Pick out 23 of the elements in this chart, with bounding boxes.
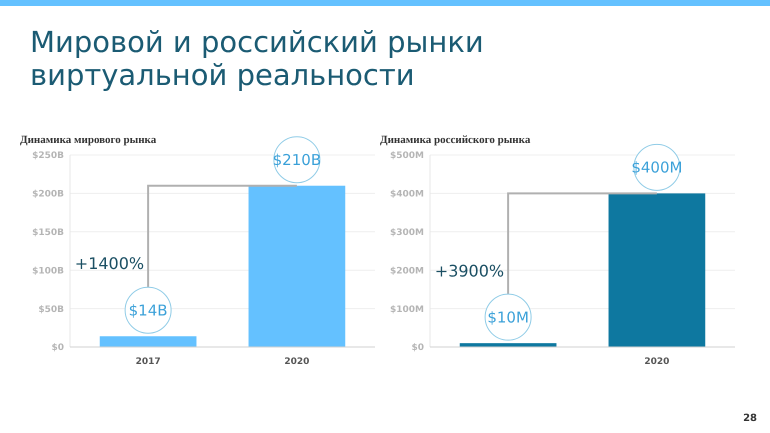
y-tick-label: $200M <box>390 266 424 276</box>
x-tick-label: 2020 <box>644 357 670 367</box>
y-tick-label: $150B <box>32 228 64 238</box>
chart-title: Динамика мирового рынка <box>20 134 157 146</box>
chart-title: Динамика российского рынка <box>380 134 531 146</box>
x-tick-label: 2017 <box>136 357 161 367</box>
y-tick-label: $300M <box>390 228 424 238</box>
y-tick-label: $500M <box>390 151 424 162</box>
annotation: +1400% <box>74 254 144 273</box>
data-label: $10M <box>487 308 529 326</box>
annotation: +3900% <box>434 261 504 280</box>
y-tick-label: $100B <box>32 266 64 276</box>
y-tick-label: $50B <box>38 304 64 315</box>
y-tick-label: $200B <box>32 190 64 200</box>
text: 28 <box>743 413 758 424</box>
x-tick-label: 2020 <box>284 357 310 367</box>
y-tick-label: $250B <box>32 151 64 162</box>
y-tick-label: $0 <box>411 343 424 354</box>
y-tick-label: $0 <box>51 343 64 354</box>
y-tick-label: $400M <box>390 190 424 200</box>
y-tick-label: $100M <box>390 304 424 315</box>
data-label: $14B <box>128 302 168 320</box>
text: Мировой и российский рынки виртуальной реальности <box>30 25 484 92</box>
